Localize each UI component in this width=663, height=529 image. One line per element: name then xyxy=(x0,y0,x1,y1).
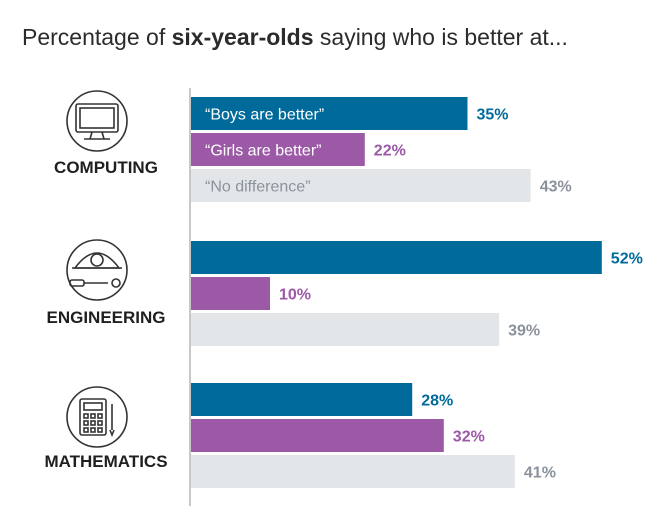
bar xyxy=(191,455,515,488)
data-label: 43% xyxy=(540,179,572,196)
series-label: “No difference” xyxy=(205,179,311,196)
bar xyxy=(191,277,270,310)
data-label: 32% xyxy=(453,429,485,446)
bar xyxy=(191,313,500,346)
engineering-icon xyxy=(66,239,128,301)
data-label: 10% xyxy=(279,287,311,304)
bar xyxy=(191,133,365,166)
computer-icon xyxy=(66,90,128,152)
data-label: 35% xyxy=(477,107,509,124)
chart-title: Percentage of six-year-olds saying who i… xyxy=(22,24,568,50)
series-label: “Girls are better” xyxy=(205,143,321,160)
chart-marks: COMPUTING “Boys are better” 35% “Girls are … xyxy=(44,97,643,488)
data-label: 22% xyxy=(374,143,406,160)
bar xyxy=(191,419,444,452)
data-label: 28% xyxy=(421,393,453,410)
data-label: 39% xyxy=(508,323,540,340)
category-label: COMPUTING xyxy=(54,158,158,177)
bar xyxy=(191,97,468,130)
category-label: ENGINEERING xyxy=(46,308,165,327)
series-label: “Boys are better” xyxy=(205,107,324,124)
bar xyxy=(191,169,531,202)
bar xyxy=(191,383,413,416)
calculator-icon xyxy=(66,386,128,448)
data-label: 41% xyxy=(524,465,556,482)
bar xyxy=(191,241,602,274)
category-label: MATHEMATICS xyxy=(44,452,167,471)
data-label: 52% xyxy=(611,251,643,268)
